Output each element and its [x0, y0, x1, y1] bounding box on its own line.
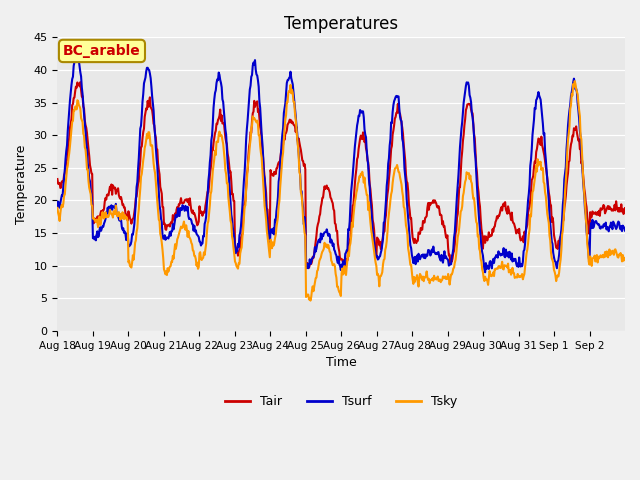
Tsurf: [121, 228, 129, 234]
Tsky: [401, 205, 408, 211]
Y-axis label: Temperature: Temperature: [15, 144, 28, 224]
Tsky: [621, 255, 629, 261]
Tair: [433, 204, 441, 210]
Tsurf: [275, 179, 282, 184]
Tair: [225, 161, 233, 167]
Tsky: [120, 216, 128, 222]
Tair: [77, 79, 84, 85]
Tsurf: [225, 177, 233, 182]
Title: Temperatures: Temperatures: [284, 15, 398, 33]
Line: Tair: Tair: [58, 82, 625, 268]
Text: BC_arable: BC_arable: [63, 44, 141, 58]
Tair: [305, 265, 313, 271]
X-axis label: Time: Time: [326, 356, 356, 369]
Tsky: [253, 120, 260, 125]
Tair: [275, 159, 282, 165]
Line: Tsurf: Tsurf: [58, 55, 625, 272]
Tair: [54, 176, 61, 182]
Tsurf: [481, 269, 489, 275]
Tsky: [433, 276, 440, 282]
Tsurf: [433, 250, 440, 256]
Tsky: [225, 195, 232, 201]
Tair: [253, 98, 261, 104]
Tsurf: [74, 52, 81, 58]
Tsurf: [401, 166, 408, 171]
Tsky: [307, 298, 314, 303]
Tsurf: [621, 228, 629, 233]
Legend: Tair, Tsurf, Tsky: Tair, Tsurf, Tsky: [220, 390, 463, 413]
Tsky: [571, 78, 579, 84]
Tair: [401, 157, 409, 163]
Tsurf: [54, 203, 61, 209]
Tsurf: [253, 72, 261, 78]
Tair: [121, 204, 129, 210]
Tsky: [274, 214, 282, 220]
Line: Tsky: Tsky: [58, 81, 625, 300]
Tsky: [54, 205, 61, 211]
Tair: [621, 205, 629, 211]
